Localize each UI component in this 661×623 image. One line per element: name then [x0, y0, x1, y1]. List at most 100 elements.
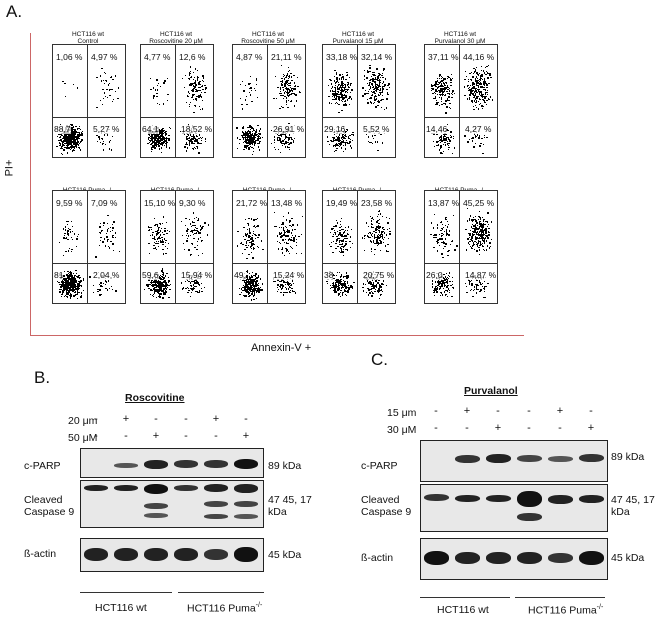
- blot-band: [144, 484, 168, 494]
- panel-c-group1: HCT116 wt: [437, 604, 489, 616]
- quadrant-percentage-ul: 33,18 %: [326, 52, 358, 62]
- plot-title: HCT116 wt Control: [43, 31, 133, 45]
- dose-sign: -: [496, 405, 500, 417]
- quadrant-percentage-ul: 21,72 %: [236, 198, 268, 208]
- panel-b-actin-blot: [80, 538, 264, 572]
- blot-band: [84, 548, 108, 561]
- plot-title-line2: Control: [77, 38, 99, 45]
- plot-title-line1: HCT116 wt: [341, 31, 375, 38]
- panel-c-treatment: Purvalanol: [464, 385, 518, 397]
- quadrant-percentage-ul: 1,06 %: [56, 52, 83, 62]
- quadrant-horizontal-gate: [233, 263, 305, 264]
- dose-sign: -: [94, 413, 98, 425]
- quadrant-horizontal-gate: [53, 263, 125, 264]
- blot-band: [174, 460, 198, 468]
- panel-c-group2: HCT116 Puma-/-: [528, 604, 604, 617]
- panel-b-dose1-label: 20 μm: [68, 415, 98, 427]
- panel-c-row3-kda: 45 kDa: [611, 552, 645, 564]
- panel-b-label: B.: [34, 368, 51, 387]
- panel-b-cparp-blot: [80, 448, 264, 478]
- quadrant-percentage-ll: 14,46: [426, 124, 448, 134]
- panel-c-row1-kda: 89 kDa: [611, 451, 645, 463]
- blot-band: [455, 495, 480, 502]
- quadrant-percentage-ur: 12,6 %: [179, 52, 206, 62]
- blot-band: [234, 459, 258, 469]
- blot-band: [486, 454, 511, 463]
- dose-sign: -: [558, 422, 562, 434]
- quadrant-vertical-gate: [459, 191, 460, 303]
- dose-sign: -: [589, 405, 593, 417]
- blot-band: [517, 513, 542, 521]
- panel-c-row2-label: Cleaved Caspase 9: [361, 494, 412, 518]
- blot-band: [486, 495, 511, 502]
- quadrant-percentage-ur: 7,09 %: [91, 198, 118, 208]
- blot-band: [174, 485, 198, 491]
- quadrant-vertical-gate: [267, 45, 268, 157]
- quadrant-vertical-gate: [459, 45, 460, 157]
- dose-sign: -: [434, 422, 438, 434]
- plot-title-line2: Purvalanol 30 μM: [434, 38, 486, 45]
- dose-sign: +: [556, 405, 564, 417]
- scatter-plot: 21,72 % 13,48 % 49, 15,24 %: [232, 190, 306, 304]
- quadrant-vertical-gate: [267, 191, 268, 303]
- blot-band: [204, 501, 228, 507]
- y-axis-line: [30, 33, 31, 336]
- quadrant-percentage-lr: 4,27 %: [465, 124, 492, 134]
- quadrant-horizontal-gate: [141, 117, 213, 118]
- quadrant-vertical-gate: [87, 191, 88, 303]
- panel-a-label: A.: [6, 2, 23, 21]
- blot-band: [424, 551, 449, 565]
- blot-band: [579, 551, 604, 565]
- dose-sign: -: [184, 430, 188, 442]
- plot-title: HCT116 wt Roscovitine 20 μM: [131, 31, 221, 45]
- quadrant-percentage-ur: 23,58 %: [361, 198, 393, 208]
- plot-title-line1: HCT116 wt: [251, 31, 285, 38]
- blot-band: [517, 455, 542, 462]
- blot-band: [144, 513, 168, 518]
- blot-band: [114, 548, 138, 561]
- scatter-plot: 9,59 % 7,09 % 81 2,04 %: [52, 190, 126, 304]
- quadrant-vertical-gate: [357, 45, 358, 157]
- quadrant-percentage-ll: 59,6: [142, 270, 159, 280]
- quadrant-horizontal-gate: [425, 117, 497, 118]
- quadrant-percentage-ur: 21,11 %: [271, 52, 302, 62]
- quadrant-percentage-lr: 2,04 %: [93, 270, 120, 280]
- quadrant-percentage-lr: 20,75 %: [363, 270, 395, 280]
- plot-title-line2: Purvalanol 15 μM: [332, 38, 384, 45]
- panel-b-row3-label: ß-actin: [24, 548, 57, 560]
- scatter-plot: 4,77 % 12,6 % 64,1 18,52 %: [140, 44, 214, 158]
- blot-band: [455, 455, 480, 463]
- scatter-plot: 33,18 % 32,14 % 29,16 5,52 %: [322, 44, 396, 158]
- blot-band: [517, 552, 542, 564]
- quadrant-percentage-ll: 26,0: [426, 270, 443, 280]
- quadrant-percentage-ll: 88,7: [54, 124, 71, 134]
- quadrant-percentage-lr: 15,24 %: [273, 270, 305, 280]
- quadrant-vertical-gate: [175, 45, 176, 157]
- quadrant-percentage-ll: 38: [324, 270, 334, 280]
- panel-b-treatment: Roscovitine: [125, 392, 185, 404]
- panel-c-caspase9-blot: [420, 484, 608, 532]
- blot-band: [84, 485, 108, 491]
- dose-sign: -: [527, 405, 531, 417]
- blot-band: [234, 514, 258, 519]
- panel-b-row3-kda: 45 kDa: [268, 549, 302, 561]
- blot-band: [204, 484, 228, 492]
- dose-sign: -: [124, 430, 128, 442]
- dose-sign: +: [587, 422, 595, 434]
- blot-band: [204, 460, 228, 468]
- scatter-plot: 37,11 % 44,16 % 14,46 4,27 %: [424, 44, 498, 158]
- panel-c-group1-line: [420, 597, 510, 598]
- quadrant-percentage-ur: 4,97 %: [91, 52, 118, 62]
- dose-sign: -: [465, 422, 469, 434]
- blot-band: [234, 547, 258, 562]
- quadrant-horizontal-gate: [323, 117, 395, 118]
- plot-title-line1: HCT116 wt: [71, 31, 105, 38]
- quadrant-percentage-ul: 13,87 %: [428, 198, 460, 208]
- blot-band: [548, 553, 573, 563]
- quadrant-horizontal-gate: [323, 263, 395, 264]
- plot-title-line2: Roscovitine 20 μM: [149, 38, 203, 45]
- blot-band: [234, 501, 258, 507]
- blot-band: [548, 495, 573, 504]
- blot-band: [579, 454, 604, 462]
- quadrant-horizontal-gate: [425, 263, 497, 264]
